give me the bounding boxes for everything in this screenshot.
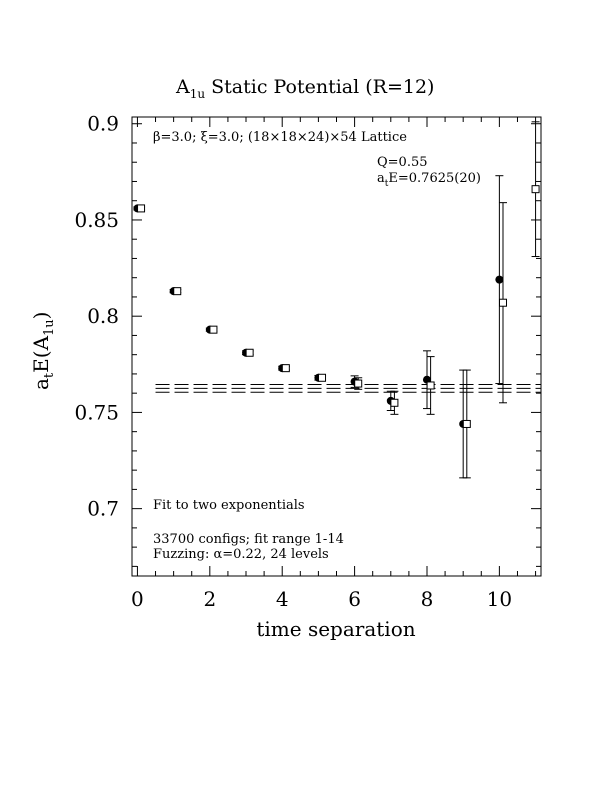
data-point bbox=[209, 325, 218, 334]
y-tick-label: 0.9 bbox=[87, 112, 119, 136]
x-tick-label: 6 bbox=[348, 587, 361, 611]
x-tick-label: 0 bbox=[131, 587, 144, 611]
x-tick-label: 8 bbox=[421, 587, 434, 611]
data-point bbox=[318, 373, 327, 382]
data-point bbox=[281, 364, 290, 373]
series-open-squares bbox=[137, 121, 540, 479]
fit-annotation: Fit to two exponentials bbox=[153, 498, 305, 513]
fuzzing-annotation: Fuzzing: α=0.22, 24 levels bbox=[153, 547, 329, 562]
data-point bbox=[173, 287, 182, 296]
data-point bbox=[498, 298, 507, 307]
y-tick-label: 0.8 bbox=[87, 304, 119, 328]
y-axis-title: atE(A1u) bbox=[29, 312, 57, 391]
data-point bbox=[245, 348, 254, 357]
lattice-annotation: β=3.0; ξ=3.0; (18×18×24)×54 Lattice bbox=[153, 130, 407, 145]
data-point bbox=[531, 185, 540, 194]
x-tick-label: 10 bbox=[487, 587, 512, 611]
data-point bbox=[390, 398, 399, 407]
data-point bbox=[495, 275, 504, 284]
y-tick-label: 0.85 bbox=[74, 208, 119, 232]
data-point bbox=[426, 381, 435, 390]
data-point bbox=[137, 204, 146, 213]
fit-band bbox=[155, 384, 541, 393]
chart-title: A1u Static Potential (R=12) bbox=[175, 76, 434, 101]
q-annotation: Q=0.55 bbox=[377, 155, 428, 170]
data-series bbox=[133, 121, 540, 479]
series-filled-circles bbox=[133, 175, 504, 479]
data-point bbox=[354, 379, 363, 388]
y-tick-label: 0.75 bbox=[74, 400, 119, 424]
x-tick-label: 4 bbox=[276, 587, 289, 611]
x-axis-ticks: 0 2 4 6 8 10 bbox=[131, 587, 512, 611]
data-point bbox=[462, 419, 471, 428]
x-tick-label: 2 bbox=[203, 587, 216, 611]
energy-annotation: atE=0.7625(20) bbox=[377, 171, 481, 189]
y-tick-label: 0.7 bbox=[87, 497, 119, 521]
y-axis-ticks: 0.7 0.75 0.8 0.85 0.9 bbox=[74, 112, 119, 521]
x-axis-title: time separation bbox=[256, 617, 415, 641]
configs-annotation: 33700 configs; fit range 1-14 bbox=[153, 532, 344, 547]
